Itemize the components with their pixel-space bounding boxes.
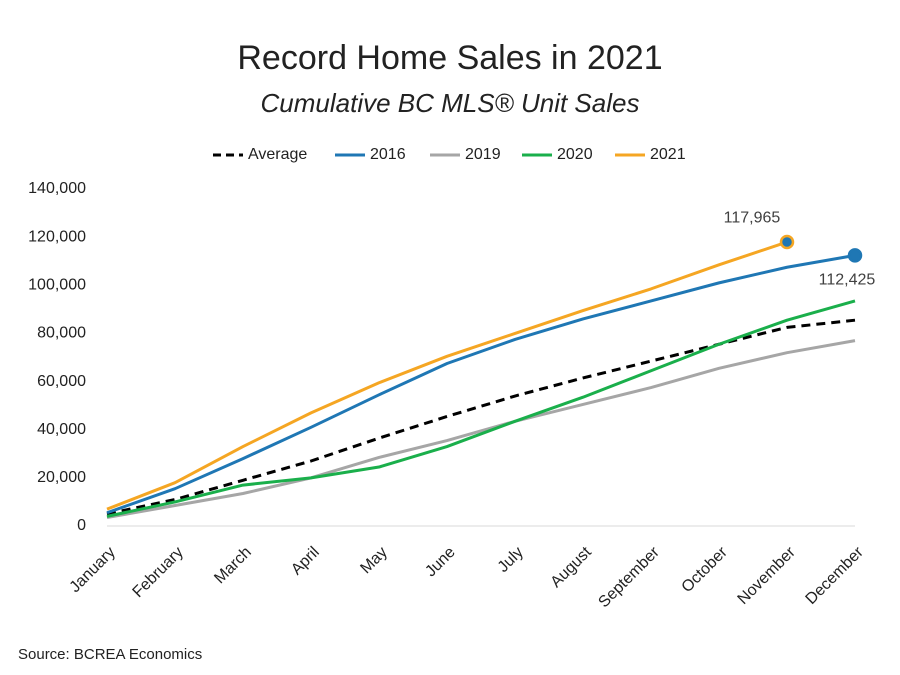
x-tick-label: February <box>130 544 187 601</box>
y-tick-label: 120,000 <box>28 228 86 245</box>
x-tick-label: September <box>595 543 663 611</box>
x-tick-label: November <box>735 543 800 608</box>
x-tick-label: July <box>495 544 527 576</box>
series-line <box>106 339 856 520</box>
data-label: 117,965 <box>724 209 781 226</box>
x-tick-label: May <box>357 544 390 577</box>
chart-subtitle: Cumulative BC MLS® Unit Sales <box>261 88 640 118</box>
source-note: Source: BCREA Economics <box>18 646 202 663</box>
y-tick-label: 20,000 <box>37 469 86 486</box>
series-line <box>106 318 856 516</box>
y-tick-label: 100,000 <box>28 277 86 294</box>
series-line <box>106 299 856 518</box>
legend-label: 2019 <box>465 146 501 163</box>
x-tick-label: December <box>803 543 868 608</box>
x-tick-label: April <box>288 544 323 579</box>
x-tick-label: June <box>422 544 459 581</box>
series-line <box>106 253 856 515</box>
y-tick-label: 80,000 <box>37 325 86 342</box>
data-label: 112,425 <box>819 272 876 289</box>
y-tick-label: 0 <box>77 517 86 534</box>
legend-label: Average <box>248 146 307 163</box>
x-tick-label: March <box>211 544 254 587</box>
point-marker <box>779 234 795 250</box>
legend-label: 2016 <box>370 146 406 163</box>
legend-label: 2020 <box>557 146 593 163</box>
legend-label: 2021 <box>650 146 686 163</box>
series-line <box>106 240 788 511</box>
chart-title: Record Home Sales in 2021 <box>237 39 662 77</box>
x-tick-label: October <box>679 543 732 596</box>
x-tick-label: January <box>67 544 119 596</box>
y-tick-label: 40,000 <box>37 421 86 438</box>
y-tick-label: 60,000 <box>37 373 86 390</box>
point-marker <box>847 248 863 263</box>
y-tick-label: 140,000 <box>28 180 86 197</box>
x-tick-label: August <box>548 543 596 591</box>
